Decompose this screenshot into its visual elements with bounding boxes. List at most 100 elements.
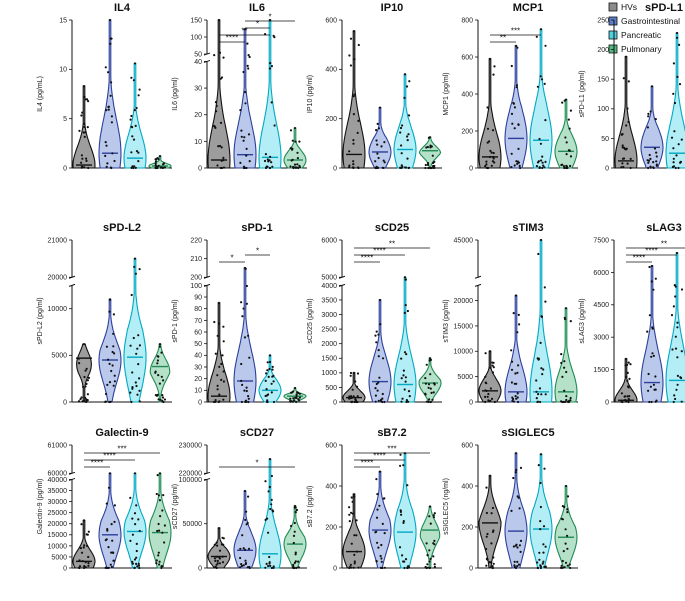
data-point (270, 566, 273, 570)
data-point (407, 390, 411, 393)
data-point (518, 507, 521, 510)
data-point (648, 153, 651, 157)
data-point (296, 163, 299, 166)
data-point (535, 397, 538, 400)
data-point (620, 392, 624, 395)
data-point (561, 163, 564, 166)
data-point (403, 311, 406, 314)
data-point (484, 165, 487, 168)
data-point (352, 163, 355, 166)
data-point (290, 159, 293, 162)
y-tick-label: 150 (597, 77, 609, 84)
y-tick-label: 35000 (48, 488, 68, 495)
y-tick-label: 150 (190, 17, 202, 24)
data-point (350, 496, 353, 499)
data-point (484, 395, 487, 398)
data-point (157, 374, 160, 377)
data-point (401, 554, 404, 557)
data-point (563, 316, 566, 319)
data-point (267, 531, 270, 534)
data-point (355, 519, 358, 522)
panel-title: IL4 (114, 2, 131, 14)
y-axis-label: sLAG3 (pg/ml) (579, 298, 586, 343)
data-point (650, 400, 653, 404)
data-point (536, 566, 539, 570)
data-point (104, 154, 107, 157)
data-point (239, 566, 242, 569)
data-point (428, 505, 432, 508)
data-point (349, 64, 352, 67)
data-point (403, 566, 406, 570)
data-point (565, 141, 568, 144)
panel-title: sCD25 (375, 222, 409, 234)
y-tick-label: 100 (597, 106, 609, 113)
data-point (267, 490, 270, 493)
data-point (376, 389, 379, 392)
data-point (621, 162, 624, 165)
data-point (568, 127, 571, 130)
data-point (83, 565, 86, 568)
data-point (352, 30, 356, 33)
data-point (82, 546, 85, 549)
data-point (428, 566, 431, 570)
data-point (566, 508, 569, 511)
data-point (648, 265, 651, 269)
violin-pulmonary (418, 136, 442, 169)
data-point (132, 166, 135, 170)
data-point (78, 566, 81, 570)
data-point (268, 562, 271, 565)
data-point (431, 154, 434, 157)
data-point (216, 164, 219, 167)
data-point (510, 360, 514, 363)
data-point (270, 101, 273, 104)
data-point (651, 352, 654, 355)
data-point (672, 62, 676, 65)
data-point (674, 285, 677, 288)
y-axis-label: sPD-L1 (pg/ml) (579, 70, 586, 117)
data-point (406, 157, 409, 160)
data-point (675, 388, 678, 391)
data-point (629, 157, 632, 160)
data-point (401, 124, 404, 127)
data-point (383, 141, 386, 144)
data-point (270, 382, 273, 385)
legend-swatch (608, 16, 618, 26)
violin-pulmonary (554, 98, 578, 169)
data-point (293, 126, 297, 130)
data-point (404, 166, 407, 169)
data-point (493, 65, 496, 68)
data-point (133, 109, 136, 112)
data-point (655, 399, 658, 402)
data-point (111, 152, 114, 155)
data-point (289, 129, 293, 132)
y-tick-label: 200 (461, 524, 473, 531)
y-tick-label: 0 (605, 399, 609, 406)
data-point (399, 126, 403, 130)
legend-label: Gastrointestinal (621, 16, 680, 26)
data-point (241, 315, 244, 318)
y-tick-label: 5000 (321, 275, 337, 282)
data-point (352, 113, 355, 116)
data-point (353, 560, 356, 563)
data-point (113, 159, 116, 163)
y-tick-label: 100 (190, 34, 202, 41)
violin-gastrointestinal (640, 85, 664, 169)
data-point (352, 395, 355, 398)
data-point (539, 238, 543, 242)
data-point (242, 547, 245, 550)
data-point (627, 120, 630, 124)
data-point (402, 560, 405, 563)
y-tick-label: 5000 (51, 554, 67, 561)
data-point (138, 88, 141, 91)
data-point (247, 395, 250, 398)
y-axis-label: IL4 (pg/mL) (37, 76, 44, 112)
data-point (133, 512, 137, 515)
data-point (655, 155, 658, 158)
data-point (131, 533, 134, 536)
data-point (377, 156, 380, 160)
data-point (519, 550, 522, 554)
panel-title: MCP1 (513, 2, 544, 14)
data-point (243, 28, 247, 31)
data-point (564, 400, 567, 403)
data-point (408, 395, 411, 398)
